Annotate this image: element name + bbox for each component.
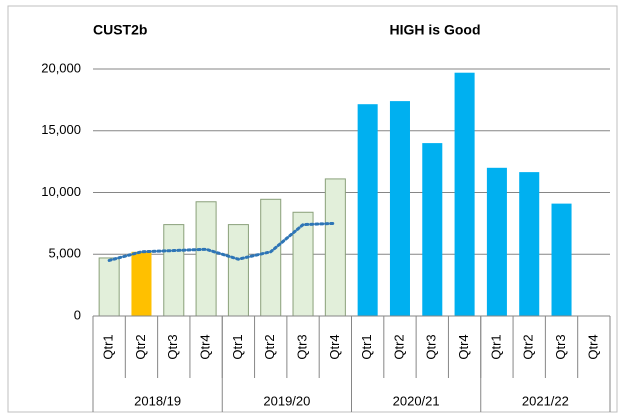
- x-tick-label: Qtr3: [424, 334, 439, 359]
- group-label: 2021/22: [522, 393, 569, 408]
- x-tick-label: Qtr3: [165, 334, 180, 359]
- y-tick-label: 5,000: [48, 246, 81, 261]
- x-tick-label: Qtr3: [294, 334, 309, 359]
- x-tick-label: Qtr1: [488, 334, 503, 359]
- y-tick-label: 20,000: [41, 60, 81, 75]
- x-tick-label: Qtr4: [585, 334, 600, 359]
- trend-line: [107, 221, 337, 262]
- bar: [519, 172, 540, 316]
- x-tick-label: Qtr1: [359, 334, 374, 359]
- x-tick-label: Qtr2: [391, 334, 406, 359]
- bar: [163, 224, 185, 317]
- y-tick-label: 10,000: [41, 184, 81, 199]
- chart-subtitle: HIGH is Good: [390, 22, 481, 38]
- bar: [131, 251, 152, 316]
- bar: [486, 167, 507, 316]
- chart-title: CUST2b: [93, 22, 147, 38]
- bar: [98, 257, 120, 317]
- group-label: 2020/21: [393, 393, 440, 408]
- x-tick-label: Qtr1: [230, 334, 245, 359]
- x-tick-label: Qtr2: [521, 334, 536, 359]
- x-tick-label: Qtr3: [553, 334, 568, 359]
- bar: [389, 101, 410, 316]
- bar: [227, 224, 249, 317]
- bar: [324, 178, 346, 317]
- bar: [260, 198, 282, 317]
- x-tick-label: Qtr2: [133, 334, 148, 359]
- bar: [551, 203, 572, 316]
- bar: [292, 211, 314, 317]
- bar: [195, 201, 217, 317]
- bar: [422, 143, 443, 316]
- x-tick-label: Qtr4: [456, 334, 471, 359]
- x-tick-label: Qtr4: [327, 334, 342, 359]
- y-tick-label: 0: [74, 307, 81, 322]
- y-tick-label: 15,000: [41, 122, 81, 137]
- x-tick-label: Qtr4: [198, 334, 213, 359]
- x-tick-label: Qtr2: [262, 334, 277, 359]
- chart-frame: [7, 5, 618, 413]
- bar: [357, 104, 378, 316]
- group-label: 2019/20: [263, 393, 310, 408]
- bar: [454, 72, 475, 316]
- x-tick-label: Qtr1: [101, 334, 116, 359]
- group-label: 2018/19: [134, 393, 181, 408]
